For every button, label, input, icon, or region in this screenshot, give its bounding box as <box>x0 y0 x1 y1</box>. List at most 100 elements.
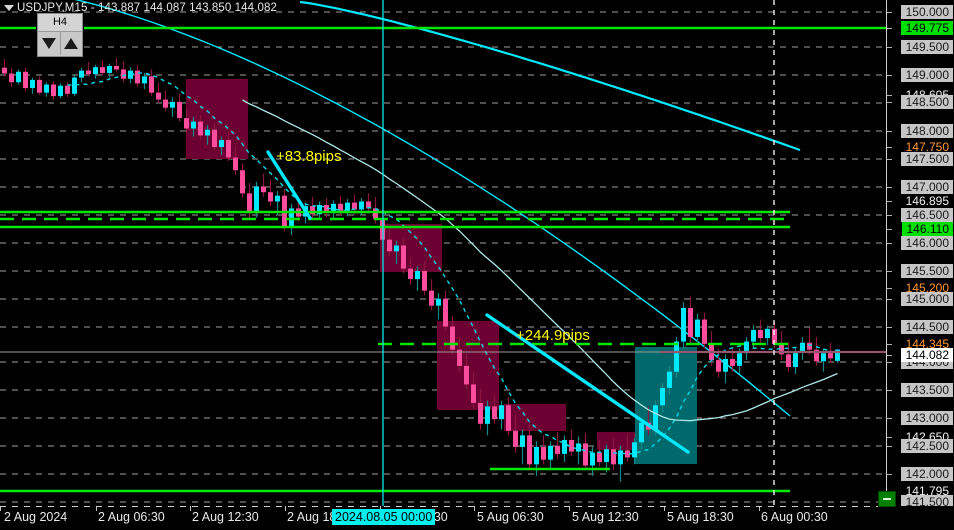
candle-body <box>23 71 28 88</box>
candle-body <box>100 67 105 73</box>
trend-line <box>266 150 312 220</box>
candle-body <box>205 129 210 136</box>
candle-body <box>317 204 322 215</box>
price-tick <box>887 288 892 289</box>
candle-body <box>184 118 189 129</box>
candle-body <box>527 435 532 465</box>
candle-body <box>786 354 791 368</box>
candle-body <box>821 353 826 362</box>
candle-body <box>86 70 91 75</box>
period-up-button[interactable] <box>59 32 82 55</box>
candle-body <box>828 353 833 359</box>
candle-body <box>695 319 700 337</box>
candle-body <box>9 73 14 83</box>
candle-body <box>170 101 175 108</box>
candle-body <box>247 193 252 214</box>
time-cursor-label: 2024.08.05 00:00 <box>332 509 436 525</box>
price-grid-label: 150.000 <box>900 5 953 19</box>
candle-body <box>632 442 637 458</box>
candle-body <box>114 66 119 70</box>
candle-body <box>562 440 567 454</box>
price-level-label: 146.110 <box>901 222 953 236</box>
trend-line <box>485 313 690 454</box>
candle-body <box>408 268 413 280</box>
candle-body <box>492 406 497 420</box>
demand-zone-rect <box>635 347 697 464</box>
candle-body <box>450 326 455 350</box>
candle-body <box>716 360 721 372</box>
candle-body <box>366 201 371 209</box>
candle-body <box>72 77 77 94</box>
price-tick <box>887 75 892 76</box>
time-axis-label: 5 Aug 06:30 <box>477 510 544 524</box>
period-down-button[interactable] <box>38 32 60 55</box>
candle-body <box>520 435 525 447</box>
chart-plot-area[interactable] <box>0 0 886 506</box>
price-grid-label: 148.500 <box>900 95 953 109</box>
candle-body <box>142 76 147 84</box>
candle-body <box>667 371 672 388</box>
time-scale[interactable]: 2024.08.05 00:00 2 Aug 2024 2 Aug 06:30 2 … <box>0 506 954 530</box>
period-selector-widget[interactable]: H4 <box>37 13 83 57</box>
candle-body <box>534 446 539 465</box>
candle-body <box>58 85 63 97</box>
candle-body <box>240 170 245 194</box>
price-level-label: 147.750 <box>905 140 949 154</box>
candle-body <box>583 443 588 466</box>
price-tick <box>887 418 892 419</box>
candle-body <box>443 298 448 327</box>
candle-body <box>751 330 756 342</box>
price-grid-label: 149.000 <box>900 68 953 82</box>
candle-body <box>576 443 581 452</box>
candle-body <box>597 452 602 462</box>
candle-body <box>268 192 273 202</box>
time-separator <box>759 506 760 511</box>
candle-body <box>394 245 399 252</box>
price-tick <box>887 187 892 188</box>
candle-body <box>2 67 7 74</box>
minus-icon[interactable] <box>878 491 896 507</box>
candle-body <box>65 85 70 94</box>
candle-body <box>611 449 616 465</box>
time-axis-label: 5 Aug 12:30 <box>572 510 639 524</box>
candle-body <box>604 449 609 462</box>
candle-body <box>765 328 770 339</box>
candle-body <box>135 70 140 84</box>
candle-body <box>261 186 266 193</box>
candle-body <box>590 452 595 466</box>
price-grid-label: 145.500 <box>900 264 953 278</box>
time-separator <box>285 506 286 511</box>
price-tick <box>887 344 892 345</box>
price-tick <box>887 355 892 356</box>
time-axis-label: 2 Aug 12:30 <box>192 510 259 524</box>
price-tick <box>887 147 892 148</box>
price-level-label: 145.200 <box>905 281 949 295</box>
candle-body <box>436 298 441 306</box>
candle-body <box>779 343 784 355</box>
candle-body <box>44 84 49 93</box>
candle-body <box>121 69 126 79</box>
candle-body <box>191 121 196 129</box>
price-tick <box>887 12 892 13</box>
candle-body <box>737 353 742 366</box>
time-separator <box>96 506 97 511</box>
price-tick <box>887 95 892 96</box>
candle-body <box>198 121 203 136</box>
candle-body <box>513 430 518 447</box>
price-tick <box>887 201 892 202</box>
candle-body <box>688 308 693 337</box>
candle-body <box>275 195 280 202</box>
price-tick <box>887 437 892 438</box>
price-scale[interactable]: 149.775148.605147.750146.895146.110145.2… <box>886 0 954 506</box>
candle-body <box>254 186 259 214</box>
candle-body <box>653 405 658 430</box>
ma-cyan-upper <box>299 0 801 152</box>
price-tick <box>887 243 892 244</box>
price-tick <box>887 390 892 391</box>
candle-body <box>814 349 819 362</box>
price-level-label: 149.775 <box>900 21 953 35</box>
candle-body <box>807 342 812 350</box>
candle-body <box>149 76 154 93</box>
price-tick <box>887 362 892 363</box>
price-grid-label: 146.500 <box>900 208 953 222</box>
